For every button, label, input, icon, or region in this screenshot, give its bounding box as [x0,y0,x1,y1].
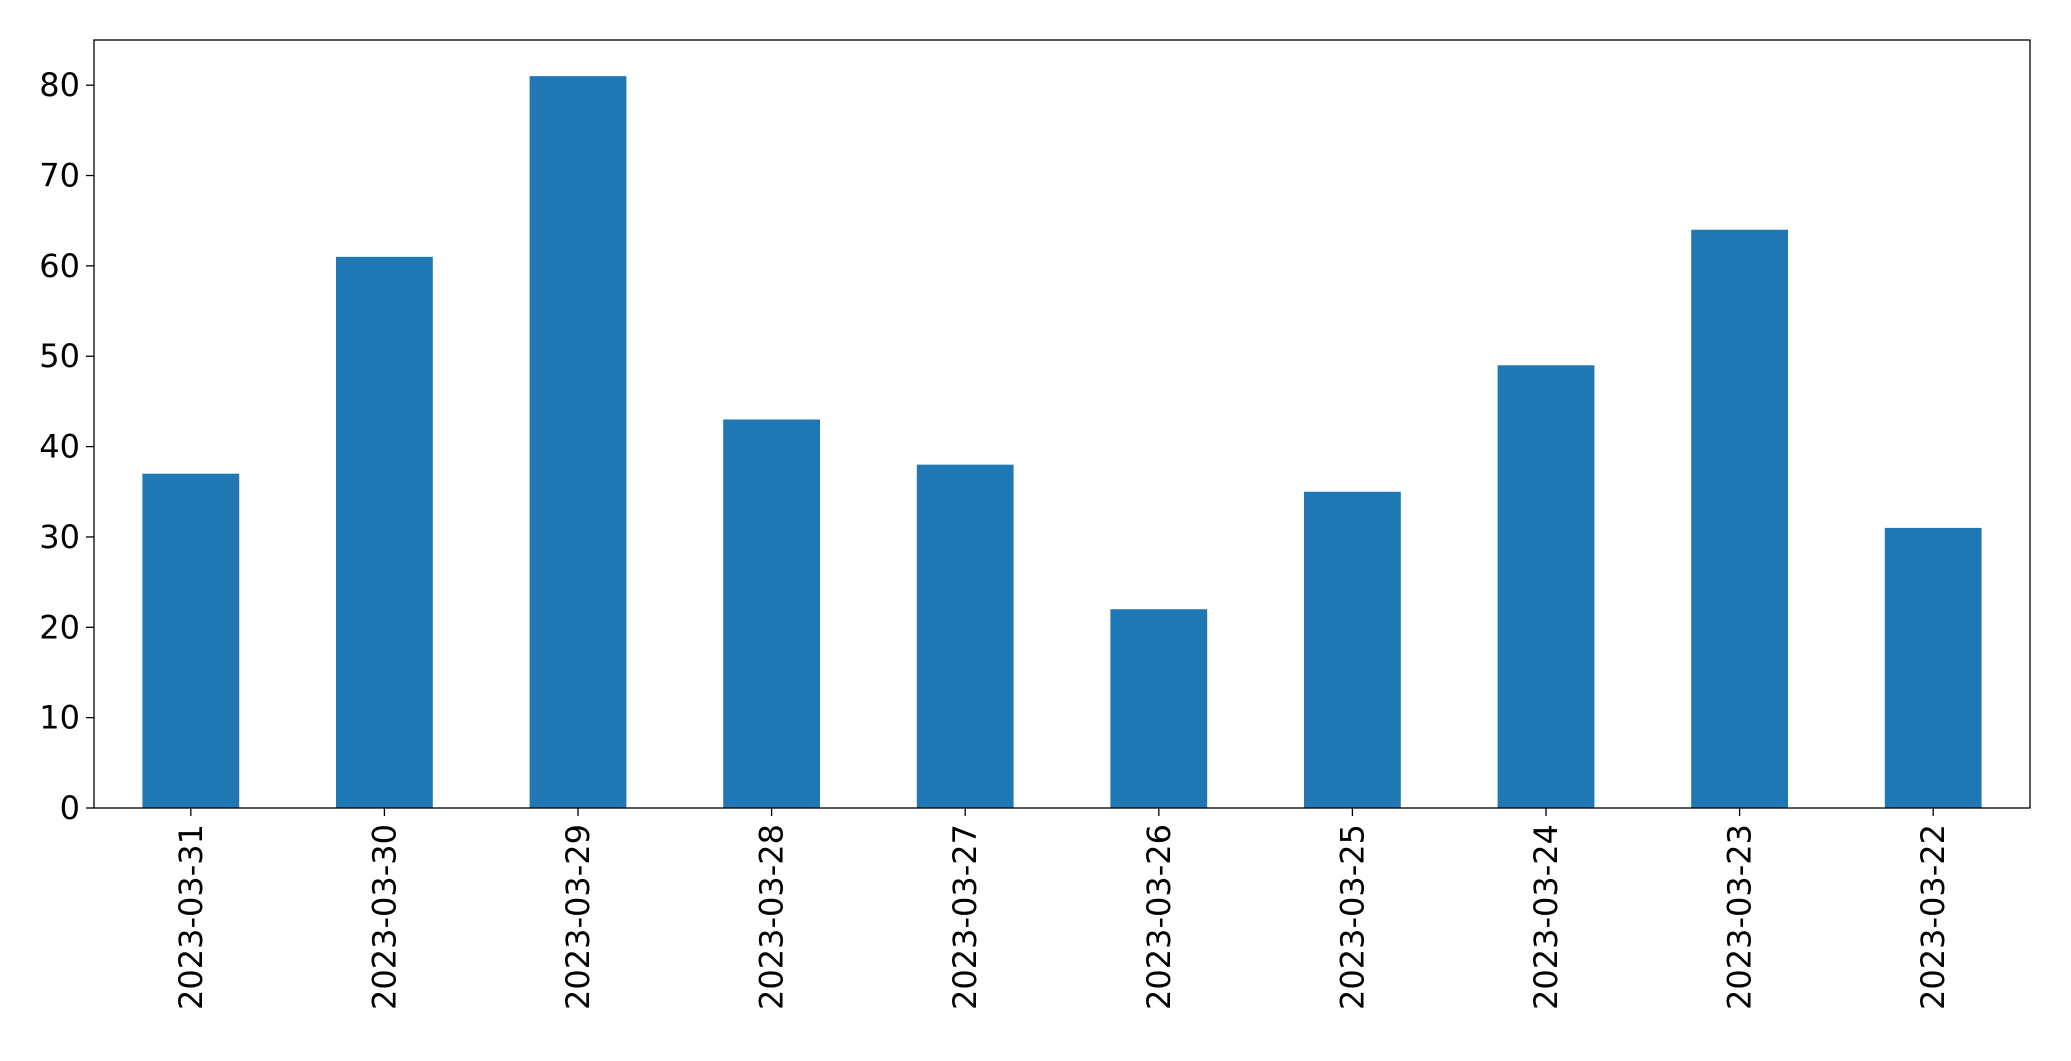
bar [1691,229,1788,808]
x-tick-label: 2023-03-31 [172,824,210,1010]
bar [723,419,820,808]
y-tick-label: 20 [39,608,80,646]
bar [916,464,1014,808]
x-tick-label: 2023-03-27 [946,824,984,1010]
bar [529,76,627,808]
y-tick-label: 60 [39,247,80,285]
x-tick-label: 2023-03-24 [1527,824,1565,1010]
x-tick-label: 2023-03-30 [365,824,403,1010]
plot-frame [93,39,2031,809]
y-tick-label: 10 [39,699,80,737]
y-tick-label: 30 [39,518,80,556]
y-tick-label: 70 [39,157,80,195]
x-tick-label: 2023-03-23 [1721,824,1759,1010]
y-tick-label: 0 [60,789,80,827]
y-tick-label: 80 [39,66,80,104]
x-tick-label: 2023-03-25 [1333,824,1371,1010]
bar [336,256,433,808]
y-tick-label: 50 [39,337,80,375]
y-tick-label: 40 [39,428,80,466]
x-tick-label: 2023-03-26 [1140,824,1178,1010]
x-tick-label: 2023-03-29 [559,824,597,1010]
bar [142,473,240,808]
bar [1884,527,1982,808]
bar [1497,365,1595,808]
x-tick-label: 2023-03-28 [753,824,791,1010]
x-tick-label: 2023-03-22 [1914,824,1952,1010]
bar [1110,609,1208,808]
bar [1304,491,1401,808]
